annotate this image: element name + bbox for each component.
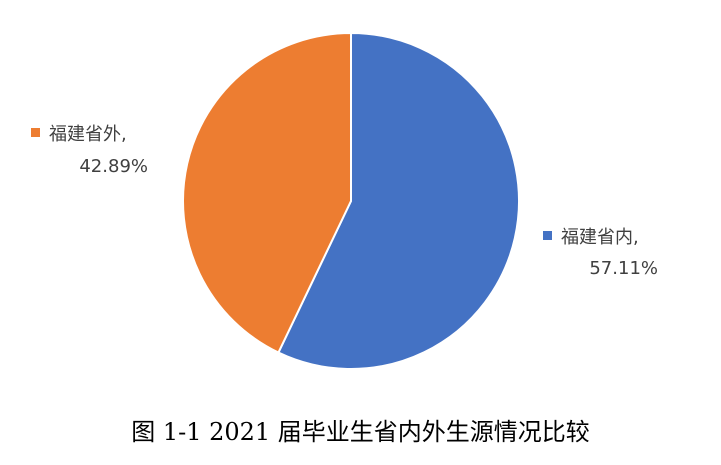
label-name-fujian-inside: 福建省内, — [561, 227, 639, 248]
label-value-fujian-outside: 42.89% — [79, 156, 148, 177]
data-label-fujian-inside: 福建省内, 57.11% — [543, 227, 658, 279]
data-label-fujian-outside: 福建省外, 42.89% — [31, 124, 148, 177]
pie-slice-fujian-outside — [182, 31, 352, 354]
pie-slice-fujian-inside — [277, 31, 520, 370]
pie-slices — [182, 31, 520, 370]
figure-caption: 图 1-1 2021 届毕业生省内外生源情况比较 — [131, 418, 590, 446]
pie-chart: 福建省内, 57.11% 福建省外, 42.89% — [31, 31, 658, 370]
label-name-fujian-outside: 福建省外, — [49, 124, 127, 145]
label-marker-fujian-inside — [543, 231, 552, 240]
label-marker-fujian-outside — [31, 128, 40, 137]
label-value-fujian-inside: 57.11% — [589, 258, 658, 279]
